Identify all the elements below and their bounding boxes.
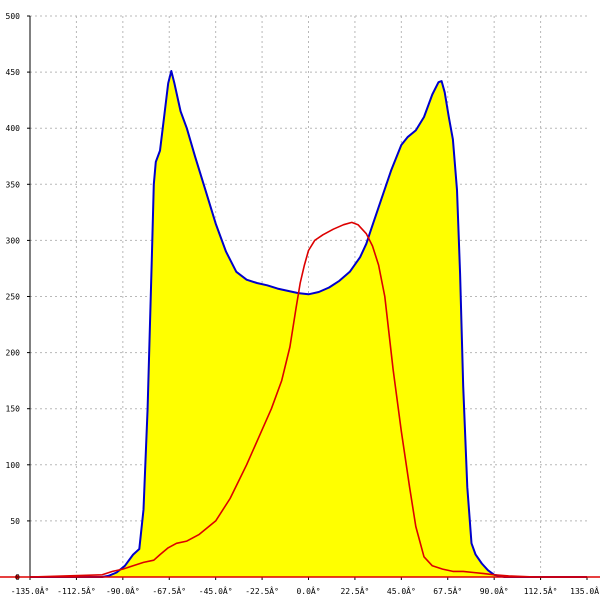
x-tick-label: 45.0Â° xyxy=(387,585,416,596)
x-tick-label: 90.0Â° xyxy=(480,585,509,596)
x-tick-label: 112.5Â° xyxy=(524,585,558,596)
y-tick-label: 500 xyxy=(6,12,21,21)
x-tick-label: -45.0Â° xyxy=(199,585,233,596)
y-tick-label: 50 xyxy=(10,517,20,526)
y-tick-label: 100 xyxy=(6,461,21,470)
y-tick-label: 200 xyxy=(6,349,21,358)
x-tick-label: -67.5Â° xyxy=(152,585,186,596)
x-tick-label: 135.0Â° xyxy=(570,585,600,596)
x-tick-label: 22.5Â° xyxy=(340,585,369,596)
axis-layer xyxy=(0,15,600,580)
y-tick-label: 150 xyxy=(6,405,21,414)
line-series-1 xyxy=(29,221,587,578)
y-tick-label: 450 xyxy=(6,68,21,77)
x-tick-label: -90.0Â° xyxy=(106,585,140,596)
area-fill-series-0 xyxy=(30,71,587,577)
x-tick-label: -112.5Â° xyxy=(57,585,96,596)
y-tick-label: 300 xyxy=(6,236,21,245)
y-tick-label: 250 xyxy=(6,293,21,302)
series-layer xyxy=(29,70,587,578)
y-tick-label: 350 xyxy=(6,180,21,189)
x-tick-label: -22.5Â° xyxy=(245,585,279,596)
area-line-series-0 xyxy=(30,70,587,578)
x-tick-label: -135.0Â° xyxy=(11,585,50,596)
x-tick-label: 0.0Â° xyxy=(296,585,320,596)
y-tick-label: 0 xyxy=(15,573,20,582)
x-tick-label: 67.5Â° xyxy=(433,585,462,596)
baseline-start-dot xyxy=(15,575,19,579)
label-layer: -135.0Â° -112.5Â° -90.0Â° -67.5Â° -45.0Â° -22… xyxy=(6,12,600,596)
y-tick-label: 400 xyxy=(6,124,21,133)
